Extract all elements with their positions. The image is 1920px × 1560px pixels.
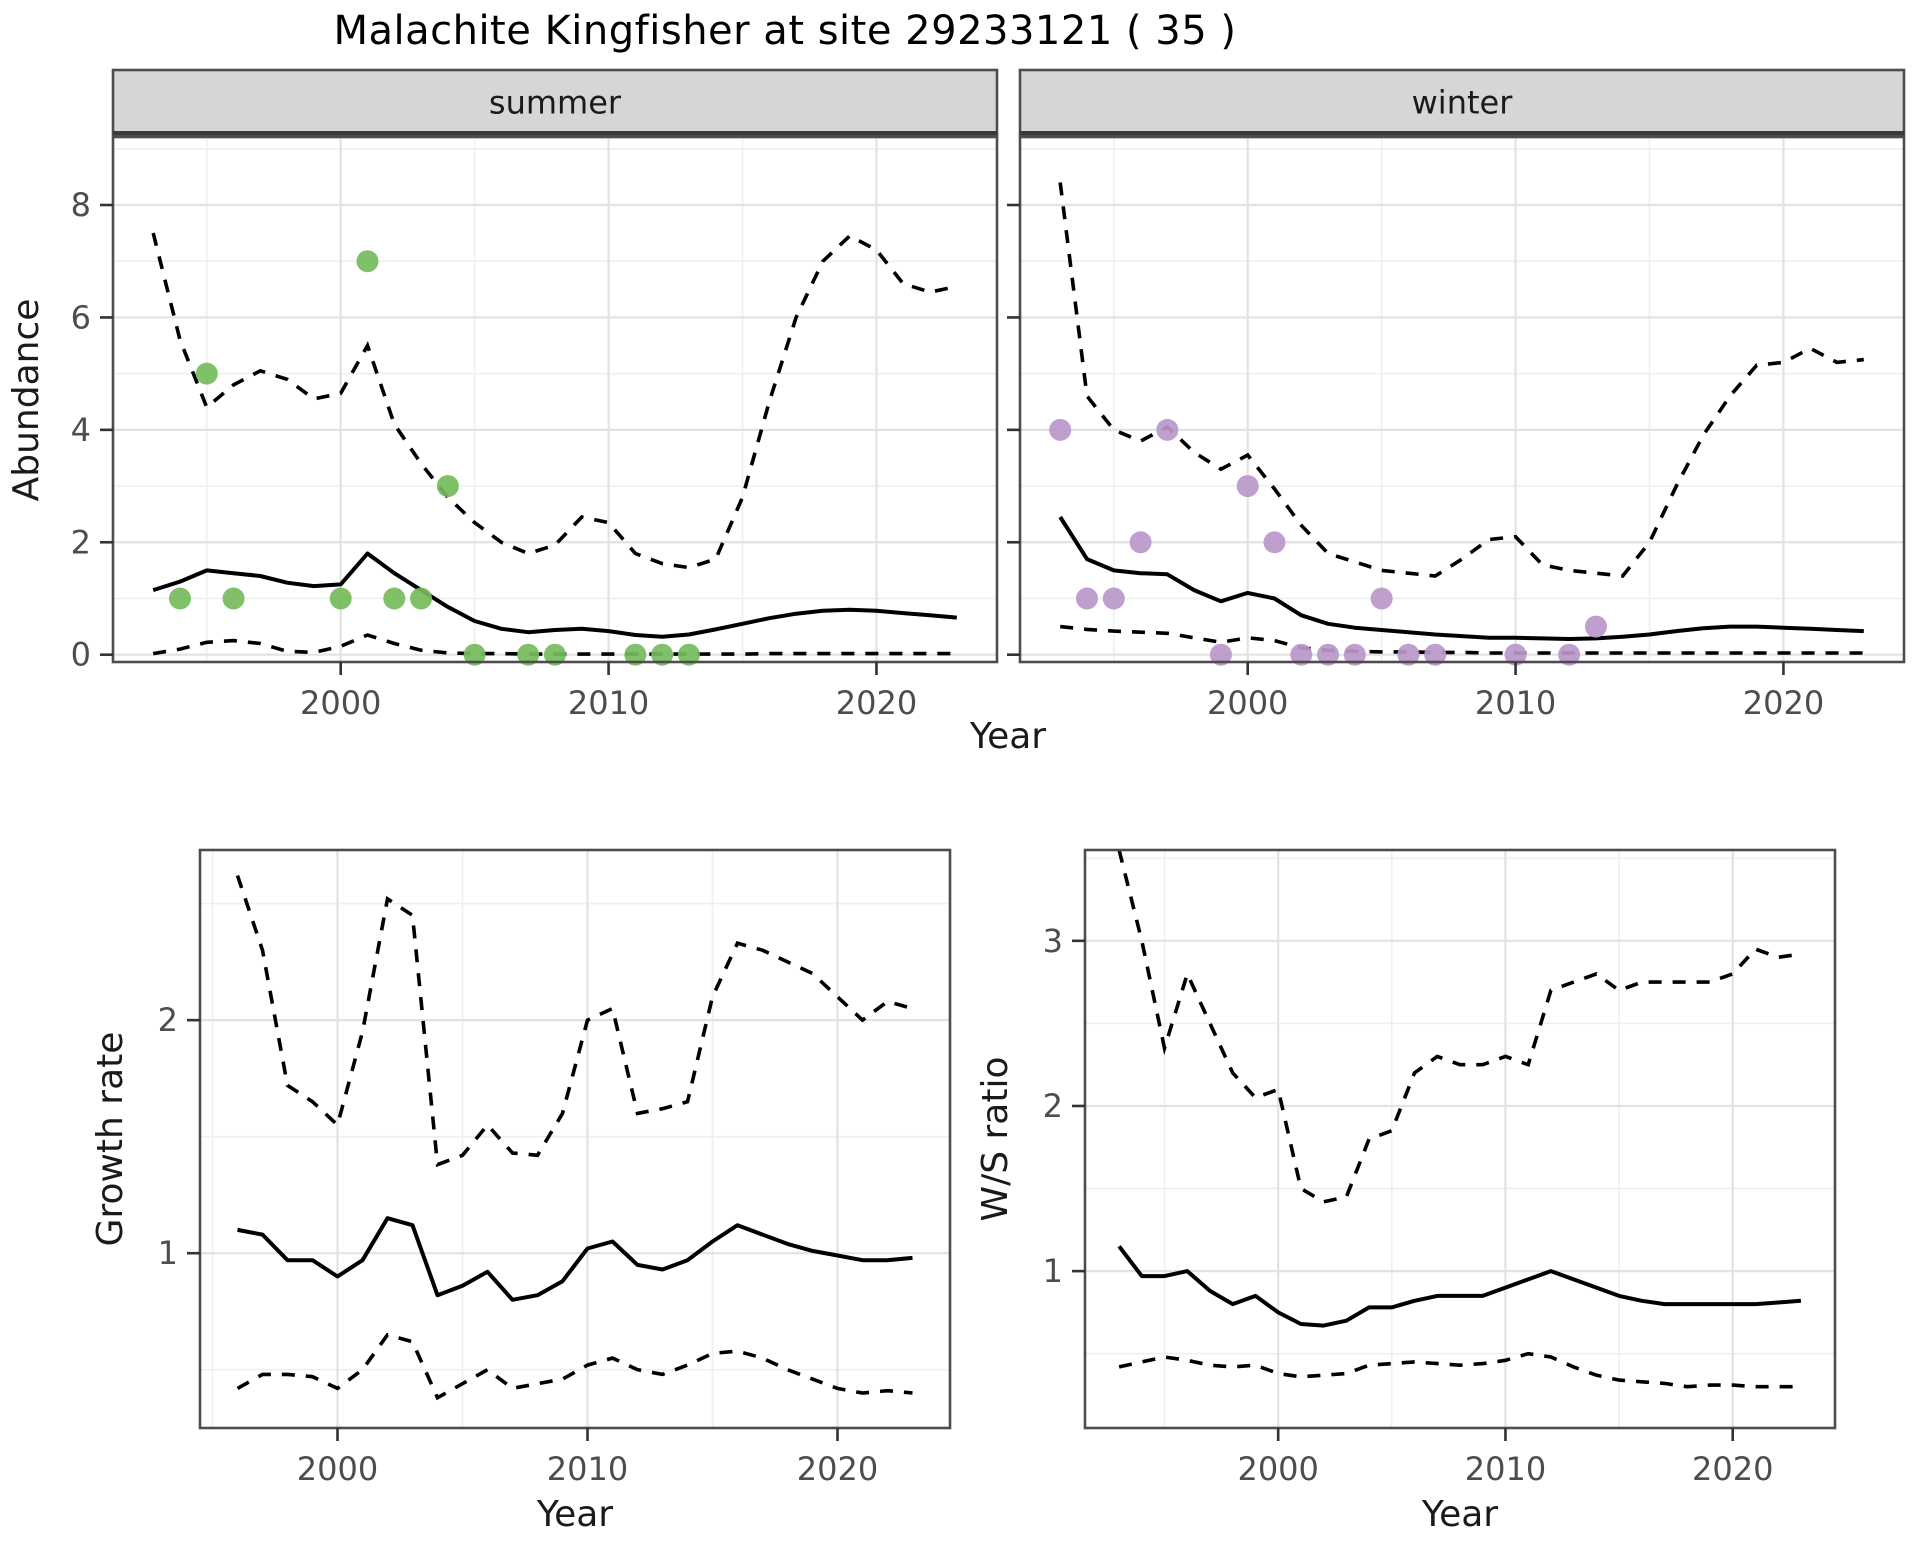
abundance-summer-data-point [329, 587, 352, 610]
abundance-winter-data-point [1075, 587, 1098, 610]
abundance-summer-data-point [651, 643, 674, 666]
y-tick-label: 8 [71, 186, 91, 224]
x-tick-label: 2010 [1465, 1450, 1546, 1488]
abundance-summer-data-point [624, 643, 647, 666]
x-tick-label: 2020 [836, 684, 917, 722]
abundance-summer-panel-border [111, 135, 999, 664]
abundance-summer-data-point [677, 643, 700, 666]
chart-title: Malachite Kingfisher at site 29233121 ( … [333, 8, 1237, 54]
x-tick-label: 2010 [568, 684, 649, 722]
abundance-summer-upper-ci-line [151, 232, 958, 570]
abundance-winter-facet-strip [1018, 68, 1906, 137]
y-tick-label: 2 [71, 523, 91, 561]
abundance-winter-lower-ci-line [1060, 624, 1864, 655]
abundance-summer-strip-label: summer [489, 84, 622, 122]
abundance-winter-data-point [1317, 643, 1340, 666]
abundance-winter-data-point [1263, 531, 1286, 554]
abundance-winter-data-point [1156, 418, 1179, 441]
abundance-winter-data-point [1102, 587, 1125, 610]
x-tick-label: 2000 [300, 684, 381, 722]
ws-ratio-lower-ci-line [1118, 1351, 1801, 1389]
abundance-summer-data-point [222, 587, 245, 610]
abundance-winter-data-point [1584, 615, 1607, 638]
growth-rate-upper-ci-line [235, 875, 913, 1168]
ws-ratio-estimate-line [1117, 1245, 1802, 1328]
ws-ratio-panel-bg [1085, 850, 1835, 1428]
x-tick-label: 2010 [547, 1450, 628, 1488]
abundance-winter-strip-label: winter [1412, 84, 1514, 122]
top-year-axis-title: Year [969, 716, 1046, 757]
abundance-winter-data-point [1129, 531, 1152, 554]
abundance-winter-data-point [1558, 643, 1581, 666]
x-tick-label: 2020 [1743, 684, 1824, 722]
abundance-summer-data-point [195, 362, 218, 385]
x-tick-label: 2020 [797, 1450, 878, 1488]
x-tick-label: 2020 [1692, 1450, 1773, 1488]
abundance-winter-data-point [1290, 643, 1313, 666]
y-tick-label: 6 [71, 298, 91, 336]
ws-ratio-upper-ci-line [1117, 850, 1802, 1204]
y-tick-label: 2 [158, 1001, 178, 1039]
abundance-summer-data-point [463, 643, 486, 666]
abundance-summer-data-point [436, 475, 459, 498]
y-tick-label: 2 [1043, 1087, 1063, 1125]
abundance-winter-data-point [1370, 587, 1393, 610]
x-tick-label: 2000 [1207, 684, 1288, 722]
growth-rate-panel-bg [200, 850, 950, 1428]
abundance-winter-panel-border [1018, 135, 1906, 664]
abundance-winter-panel-bg [1020, 137, 1904, 662]
abundance-winter-estimate-line [1058, 515, 1864, 641]
abundance-winter-data-point [1209, 643, 1232, 666]
growth-rate-estimate-line [237, 1216, 913, 1302]
abundance-winter-data-point [1397, 643, 1420, 666]
x-tick-label: 2010 [1475, 684, 1556, 722]
abundance-winter-data-point [1343, 643, 1366, 666]
ws-ratio-axis-title: W/S ratio [975, 1056, 1016, 1221]
y-tick-label: 4 [71, 411, 91, 449]
ws-year-axis-title: Year [1421, 1494, 1498, 1535]
y-tick-label: 1 [158, 1234, 178, 1272]
abundance-summer-data-point [383, 587, 406, 610]
abundance-summer-data-point [544, 643, 566, 666]
abundance-summer-data-point [356, 250, 379, 273]
growth-rate-panel-border [198, 848, 952, 1430]
abundance-summer-data-point [168, 587, 191, 610]
ws-ratio-panel-border [1083, 848, 1837, 1430]
growth-rate-lower-ci-line [236, 1332, 913, 1401]
abundance-summer-estimate-line [152, 551, 957, 639]
growth-year-axis-title: Year [536, 1494, 613, 1535]
abundance-winter-data-point [1504, 643, 1527, 666]
abundance-winter-data-point [1236, 475, 1259, 498]
abundance-summer-panel-bg [113, 137, 997, 662]
y-tick-label: 3 [1043, 922, 1063, 960]
abundance-summer-facet-strip [111, 68, 999, 137]
y-tick-label: 1 [1043, 1252, 1063, 1290]
y-tick-label: 0 [71, 636, 91, 674]
x-tick-label: 2000 [1237, 1450, 1318, 1488]
abundance-summer-data-point [517, 643, 540, 666]
x-tick-label: 2000 [297, 1450, 378, 1488]
abundance-winter-data-point [1049, 418, 1072, 441]
abundance-summer-data-point [410, 587, 433, 610]
growth-rate-axis-title: Growth rate [90, 1032, 131, 1247]
abundance-winter-data-point [1424, 643, 1447, 666]
abundance-axis-title: Abundance [6, 299, 47, 502]
